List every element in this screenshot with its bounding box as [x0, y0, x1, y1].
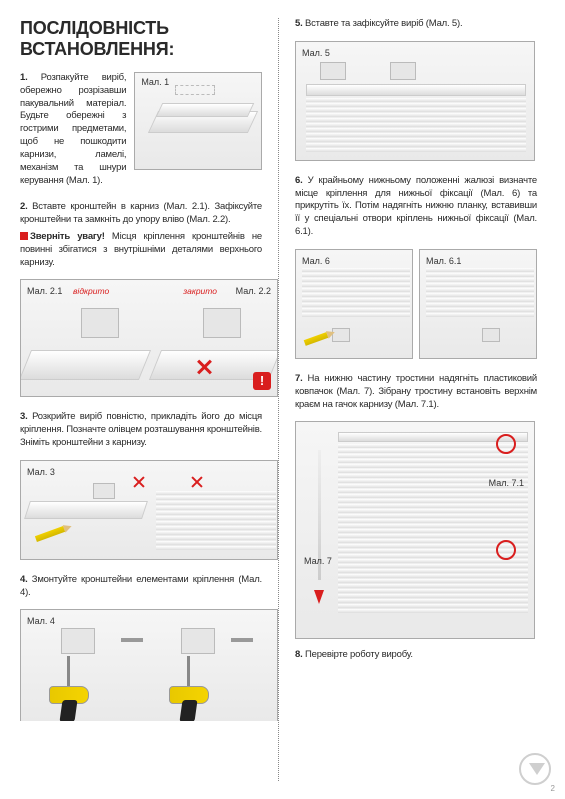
figure-61: Мал. 6.1	[419, 249, 537, 359]
step-5-text: 5. Вставте та зафіксуйте виріб (Мал. 5).	[295, 18, 537, 31]
page-title: ПОСЛІДОВНІСТЬ ВСТАНОВЛЕННЯ:	[20, 18, 262, 60]
step-1-body: Розпакуйте виріб, обережно розрізавши па…	[20, 72, 126, 186]
figure-7-label: Мал. 7	[304, 556, 332, 566]
step-7-num: 7.	[295, 373, 303, 384]
figure-5-label: Мал. 5	[302, 48, 330, 58]
figure-3: Мал. 3	[20, 460, 278, 560]
bracket-4a	[61, 628, 95, 654]
figure-61-label: Мал. 6.1	[426, 256, 461, 266]
step-2-text: 2. Вставте кронштейн в карниз (Мал. 2.1)…	[20, 201, 262, 227]
figure-21-label: Мал. 2.1	[27, 286, 62, 296]
bracket-5a	[320, 62, 346, 80]
blind-slats-61	[426, 268, 534, 318]
bracket-4b	[181, 628, 215, 654]
step-1-num: 1.	[20, 72, 28, 83]
figure-71-label: Мал. 7.1	[489, 478, 524, 488]
step-5-body: Вставте та зафіксуйте виріб (Мал. 5).	[305, 18, 462, 29]
alert-icon: !	[253, 372, 271, 390]
step-8-body: Перевірте роботу виробу.	[305, 649, 413, 660]
figure-6: Мал. 6	[295, 249, 413, 359]
warning-icon	[20, 232, 28, 240]
open-label: відкрито	[73, 286, 109, 296]
wand-tip-icon	[314, 590, 324, 604]
step-2-body: Вставте кронштейн в карниз (Мал. 2.1). З…	[20, 201, 262, 225]
step-6-text: 6. У крайньому нижньому положенні жалюзі…	[295, 175, 537, 239]
right-column: 5. Вставте та зафіксуйте виріб (Мал. 5).…	[279, 18, 537, 781]
blind-slats-7	[338, 444, 528, 614]
cross-mark-1	[133, 475, 147, 489]
bracket-3	[93, 483, 115, 499]
rail-illustration-top	[156, 103, 255, 117]
scroll-down-icon[interactable]	[519, 753, 551, 785]
figure-4: Мал. 4	[20, 609, 278, 721]
headrail-5	[306, 84, 526, 96]
step-2-warn-label: Зверніть увагу!	[30, 231, 105, 242]
step-4-text: 4. Змонтуйте кронштейни елементами кріпл…	[20, 574, 262, 600]
step-8-text: 8. Перевірте роботу виробу.	[295, 649, 537, 662]
figure-22-label: Мал. 2.2	[236, 286, 271, 296]
rail-3	[24, 501, 148, 519]
bracket-5b	[390, 62, 416, 80]
closed-label: закрито	[183, 286, 217, 296]
step-8-num: 8.	[295, 649, 303, 660]
step-2-warning: Зверніть увагу! Місця кріплення кронштей…	[20, 231, 262, 269]
figure-3-label: Мал. 3	[27, 467, 55, 477]
blind-slats-6	[302, 268, 410, 318]
figure-6-label: Мал. 6	[302, 256, 330, 266]
figure-1: Мал. 1	[134, 72, 262, 170]
step-1-text: 1. Розпакуйте виріб, обережно розрізавши…	[20, 72, 134, 187]
drill-icon-1	[49, 656, 99, 716]
step-4-num: 4.	[20, 574, 28, 585]
step-3-num: 3.	[20, 411, 28, 422]
figure-7: Мал. 7 Мал. 7.1	[295, 421, 535, 639]
step-5-num: 5.	[295, 18, 303, 29]
step-7-body: На нижню частину тростини надягніть плас…	[295, 373, 537, 410]
step-1-row: 1. Розпакуйте виріб, обережно розрізавши…	[20, 72, 262, 187]
hardware-pack-icon	[175, 85, 215, 95]
pencil-icon	[35, 526, 65, 542]
figure-1-label: Мал. 1	[141, 77, 169, 87]
figure-2: Мал. 2.1 відкрито закрито Мал. 2.2 !	[20, 279, 278, 397]
step-6-body: У крайньому нижньому положенні жалюзі ви…	[295, 175, 537, 237]
bracket-open-rail	[20, 350, 151, 380]
step-7-text: 7. На нижню частину тростини надягніть п…	[295, 373, 537, 411]
step-2-num: 2.	[20, 201, 28, 212]
figure-6-row: Мал. 6 Мал. 6.1	[295, 249, 537, 359]
step-4-body: Змонтуйте кронштейни елементами кріпленн…	[20, 574, 262, 598]
pencil-6	[304, 332, 329, 346]
blind-slats-5	[306, 98, 526, 153]
cross-mark-2	[191, 475, 205, 489]
page-columns: ПОСЛІДОВНІСТЬ ВСТАНОВЛЕННЯ: 1. Розпакуйт…	[20, 18, 545, 781]
left-column: ПОСЛІДОВНІСТЬ ВСТАНОВЛЕННЯ: 1. Розпакуйт…	[20, 18, 278, 781]
cross-icon	[197, 360, 211, 374]
screw-2	[231, 638, 253, 642]
page-number: 2	[551, 784, 555, 793]
blind-slats-3	[156, 491, 276, 551]
bracket-open	[81, 308, 119, 338]
step-3-text: 3. Розкрийте виріб повністю, прикладіть …	[20, 411, 262, 449]
figure-5: Мал. 5	[295, 41, 535, 161]
lower-bracket-61	[482, 328, 500, 342]
drill-icon-2	[169, 656, 219, 716]
screw-1	[121, 638, 143, 642]
bracket-closed	[203, 308, 241, 338]
figure-4-label: Мал. 4	[27, 616, 55, 626]
step-3-body: Розкрийте виріб повністю, прикладіть йог…	[20, 411, 262, 448]
step-6-num: 6.	[295, 175, 303, 186]
